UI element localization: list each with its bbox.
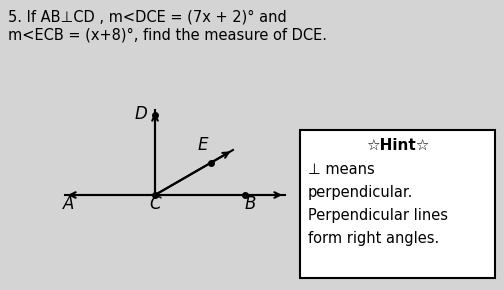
Text: perpendicular.: perpendicular. bbox=[308, 185, 413, 200]
Text: ⊥ means: ⊥ means bbox=[308, 162, 375, 177]
Text: form right angles.: form right angles. bbox=[308, 231, 439, 246]
FancyBboxPatch shape bbox=[300, 130, 495, 278]
Text: Perpendicular lines: Perpendicular lines bbox=[308, 208, 448, 223]
Text: m<ECB = (x+8)°, find the measure of DCE.: m<ECB = (x+8)°, find the measure of DCE. bbox=[8, 28, 327, 43]
Text: C: C bbox=[149, 195, 161, 213]
Text: A: A bbox=[64, 195, 75, 213]
Text: ☆Hint☆: ☆Hint☆ bbox=[366, 138, 429, 153]
Text: D: D bbox=[135, 105, 147, 123]
Text: B: B bbox=[244, 195, 256, 213]
Text: E: E bbox=[198, 137, 209, 155]
Text: 5. If AB⊥CD , m<DCE = (7x + 2)° and: 5. If AB⊥CD , m<DCE = (7x + 2)° and bbox=[8, 10, 287, 25]
